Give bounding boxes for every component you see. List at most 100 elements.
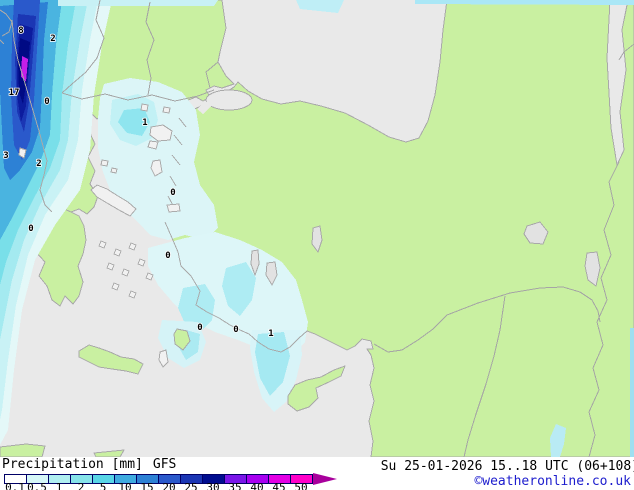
colorbar-tick: 40: [250, 481, 264, 490]
island-chios: [150, 159, 163, 177]
border-turkey-syria-iraq: [373, 286, 601, 353]
green-islands-group: [78, 328, 346, 412]
colorbar-segment: [159, 475, 181, 483]
precip-topstrip-east: [415, 0, 634, 5]
colorbar-tick: 35: [228, 481, 242, 490]
colorbar-segment: [269, 475, 291, 483]
precip-topstrip-mid: [296, 0, 344, 13]
precip-value-label: 2: [36, 159, 41, 169]
coast-swturkey: [177, 251, 308, 353]
colorbar-tick: 15: [140, 481, 154, 490]
strait-dardanelles: [197, 101, 212, 114]
island-sporades-1: [100, 159, 109, 167]
island-cyprus: [287, 365, 346, 412]
precip-value-label: 0: [44, 97, 49, 107]
colorbar-tick: 50: [294, 481, 308, 490]
precip-swturkey-bright2: [222, 262, 256, 316]
island-cyclades-4: [106, 262, 115, 271]
lake-van: [523, 221, 549, 245]
copyright-link[interactable]: ©weatheronline.co.uk: [474, 474, 631, 489]
island-cyclades-3: [128, 242, 137, 251]
lake-egirdir: [250, 249, 260, 276]
borders-group: [61, 0, 634, 457]
coast-ionian-islet: [0, 39, 5, 45]
border-caucasus-iran: [588, 161, 620, 457]
colorbar-tick-labels: 0.1 0.5 1 2 5 10 15 20 25 30 35 40 45 50: [4, 481, 312, 490]
lake-beysehir: [265, 261, 278, 286]
island-cyclades-8: [111, 282, 120, 291]
coast-adriatic: [11, 19, 53, 213]
colorbar-tick: 45: [272, 481, 286, 490]
colorbar-segment: [5, 475, 27, 483]
colorbar-tick: 2: [77, 481, 85, 490]
colorbar-tick: 30: [206, 481, 220, 490]
island-euboea: [90, 184, 137, 217]
coast-puglia: [0, 9, 13, 37]
colorbar: [4, 472, 339, 486]
lake-urmia: [584, 251, 601, 287]
precip-value-label: 0: [197, 323, 202, 333]
island-cyclades-7: [145, 272, 154, 281]
precip-topstrip-west: [58, 0, 218, 6]
islands-group: [18, 103, 181, 368]
legend-quantity: Precipitation: [2, 457, 104, 472]
colorbar-segment: [137, 475, 159, 483]
forecast-datetime: Su 25-01-2026 15..18 UTC (06+108): [380, 459, 634, 474]
precip-naegean-bright: [118, 108, 150, 136]
land-north-africa-east: [93, 449, 125, 457]
coast-overlay: [0, 9, 308, 353]
colorbar-arrow-icon: [313, 473, 337, 485]
colorbar-segment: [225, 475, 247, 483]
inland-seas: [197, 0, 629, 167]
precip-value-label: 8: [18, 26, 23, 36]
lakes-group: [250, 221, 601, 287]
colorbar-segment: [181, 475, 203, 483]
colorbar-segment: [247, 475, 269, 483]
precip-value-label: 0: [165, 251, 170, 261]
colorbar-segments: [4, 474, 313, 484]
island-cyclades-2: [113, 248, 122, 257]
precip-value-label: 17: [9, 88, 20, 98]
precip-value-label: 1: [142, 118, 147, 128]
border-greece-north: [61, 89, 215, 102]
precipitation-map: 8 2 17 0 3 2 1 0 0 0 0 0 1: [0, 0, 634, 457]
precip-value-label: 0: [233, 325, 238, 335]
legend-title: Precipitation [mm] GFS: [2, 457, 176, 472]
colorbar-segment: [203, 475, 225, 483]
precip-swturkey-bright1: [178, 284, 215, 332]
precip-value-label: 0: [170, 188, 175, 198]
island-rhodes: [173, 328, 191, 351]
precip-value-label: 2: [50, 34, 55, 44]
coast-izmir: [164, 117, 187, 253]
sea-top-right: [606, 0, 629, 167]
island-cyclades-9: [128, 290, 137, 299]
colorbar-tick: 25: [184, 481, 198, 490]
border-albania: [61, 0, 105, 94]
precip-rightstrip: [630, 328, 634, 457]
colorbar-tick: 5: [99, 481, 107, 490]
colorbar-tick: 10: [118, 481, 132, 490]
island-sporades-2: [110, 167, 118, 174]
border-turkey-bulgaria: [205, 61, 219, 89]
colorbar-segment: [93, 475, 115, 483]
island-corfu: [18, 147, 27, 159]
precip-value-label: 1: [268, 329, 273, 339]
colorbar-segment: [49, 475, 71, 483]
border-macedonia-bulgaria: [145, 1, 155, 96]
island-cyclades-5: [121, 268, 130, 277]
colorbar-tick: 0.5: [27, 481, 47, 490]
island-crete: [78, 344, 144, 375]
colorbar-tick: 1: [55, 481, 63, 490]
lake-tuz: [311, 225, 323, 253]
precip-value-label: 3: [3, 151, 8, 161]
legend-unit: [mm]: [111, 457, 143, 472]
legend-model: GFS: [152, 457, 177, 472]
island-samothrace: [162, 106, 171, 114]
island-karpathos: [158, 349, 169, 368]
colorbar-segment: [291, 475, 312, 483]
land-north-africa-west: [0, 443, 46, 457]
legend-bar: Precipitation [mm] GFS 0.1 0.5 1 2 5 10 15 20 25 3…: [0, 457, 634, 490]
precip-blob-southeast: [550, 424, 566, 457]
island-cyclades-1: [98, 240, 107, 249]
